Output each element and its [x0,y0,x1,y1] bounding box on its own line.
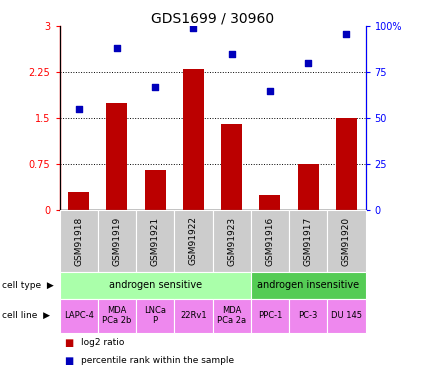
Bar [298,164,319,210]
Text: ■: ■ [64,338,73,348]
Bar [68,192,89,210]
Text: GSM91920: GSM91920 [342,216,351,266]
Text: androgen sensitive: androgen sensitive [108,280,202,290]
Text: cell line  ▶: cell line ▶ [2,311,50,320]
Text: PC-3: PC-3 [298,311,318,320]
Point [305,60,312,66]
Point [75,106,82,112]
Point [152,84,159,90]
Text: androgen insensitive: androgen insensitive [257,280,359,290]
Text: PPC-1: PPC-1 [258,311,282,320]
Point [113,45,120,51]
Point [228,51,235,57]
Text: 22Rv1: 22Rv1 [180,311,207,320]
Text: cell type  ▶: cell type ▶ [2,281,54,290]
Bar [183,69,204,210]
Point [266,88,273,94]
Text: LAPC-4: LAPC-4 [64,311,94,320]
Text: ■: ■ [64,356,73,366]
Point [343,31,350,37]
Point [190,25,197,31]
Bar [144,170,166,210]
Text: GSM91916: GSM91916 [265,216,275,266]
Bar [106,103,128,210]
Text: GSM91921: GSM91921 [150,216,160,266]
Text: MDA
PCa 2a: MDA PCa 2a [217,306,246,326]
Text: LNCa
P: LNCa P [144,306,166,326]
Text: GSM91922: GSM91922 [189,216,198,266]
Bar [259,195,280,210]
Title: GDS1699 / 30960: GDS1699 / 30960 [151,11,274,25]
Text: GSM91923: GSM91923 [227,216,236,266]
Bar [221,124,242,210]
Text: MDA
PCa 2b: MDA PCa 2b [102,306,132,326]
Text: GSM91918: GSM91918 [74,216,83,266]
Text: percentile rank within the sample: percentile rank within the sample [81,356,234,365]
Text: DU 145: DU 145 [331,311,362,320]
Bar [336,118,357,210]
Text: GSM91917: GSM91917 [303,216,313,266]
Text: GSM91919: GSM91919 [112,216,122,266]
Text: log2 ratio: log2 ratio [81,338,124,347]
